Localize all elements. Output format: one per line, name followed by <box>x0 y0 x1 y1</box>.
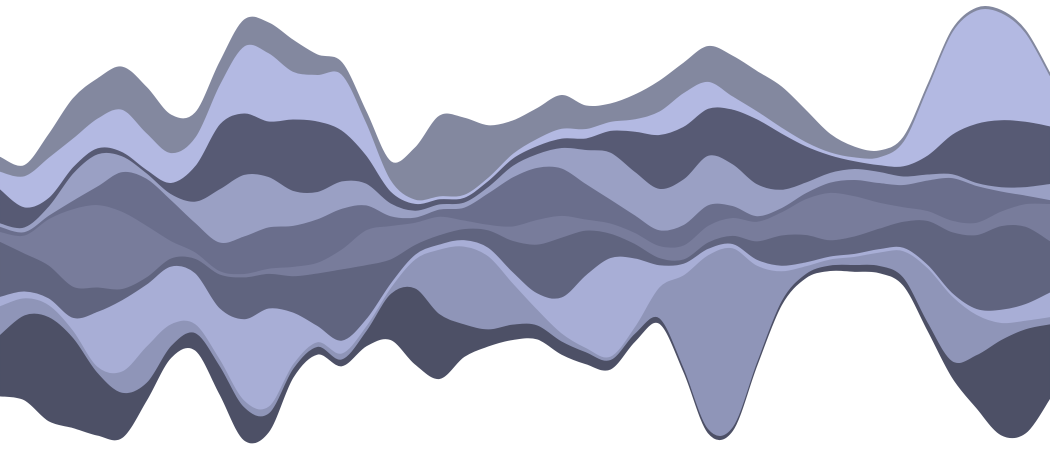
stream-layers <box>0 5 1050 444</box>
stream-layer-10 <box>0 5 1050 201</box>
